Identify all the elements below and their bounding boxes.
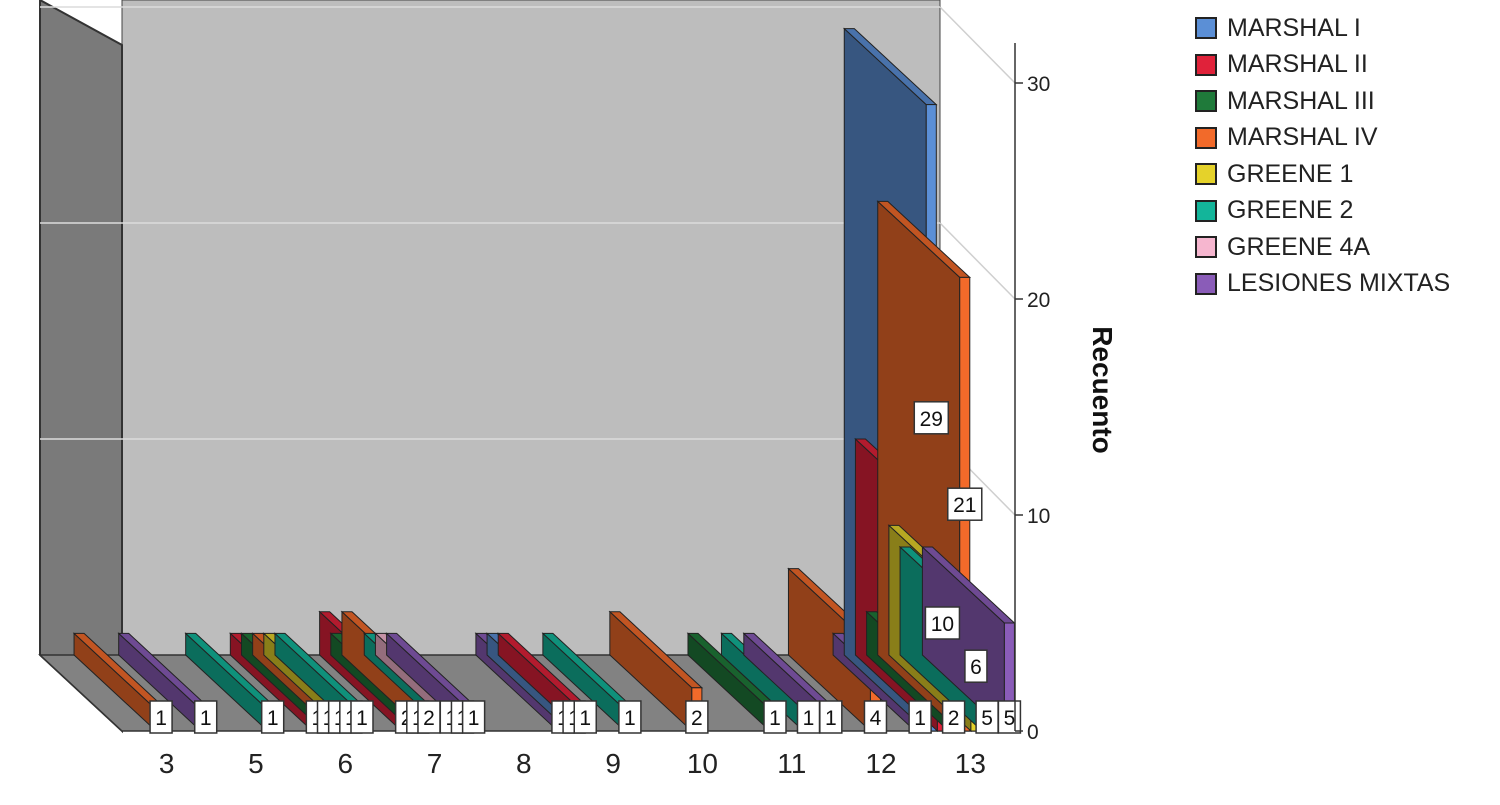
legend-item: MARSHAL I: [1195, 10, 1450, 47]
legend-item: GREENE 1: [1195, 156, 1450, 193]
data-label: 1: [200, 707, 212, 730]
data-label-box: [260, 700, 285, 734]
legend-label: GREENE 2: [1227, 196, 1354, 225]
legend-label: GREENE 1: [1227, 159, 1354, 188]
legend-swatch: [1195, 272, 1217, 295]
data-label-box: [941, 700, 966, 734]
y-axis-title: Recuento: [1087, 326, 1118, 454]
data-label-box: [618, 700, 642, 734]
data-label: 1: [155, 707, 167, 730]
gridline-diagonal: [939, 222, 1016, 300]
data-label: 1: [624, 707, 636, 730]
legend-item: MARSHAL IV: [1195, 120, 1450, 157]
data-label-box: [924, 606, 961, 640]
data-label-box: [819, 700, 843, 734]
legend-item: MARSHAL III: [1195, 83, 1450, 120]
back-wall: [121, 0, 941, 656]
y-tick-label: 30: [1027, 73, 1050, 96]
side-wall: [39, 0, 123, 734]
legend-swatch: [1195, 163, 1217, 186]
legend-swatch: [1195, 126, 1217, 149]
data-label: 21: [953, 494, 976, 517]
data-label: 1: [803, 707, 815, 730]
data-label: 1: [825, 707, 837, 730]
data-label: 1: [267, 707, 279, 730]
legend-swatch: [1195, 53, 1217, 76]
data-label: 1: [914, 707, 926, 730]
data-label: 4: [870, 707, 882, 730]
data-label-box: [913, 401, 950, 435]
data-label-box: [193, 700, 218, 734]
data-label-box: [350, 700, 374, 734]
x-tick-label: 3: [159, 748, 175, 779]
legend-swatch: [1195, 199, 1217, 222]
data-label: 5: [1004, 707, 1016, 730]
legend-label: GREENE 4A: [1227, 232, 1371, 261]
legend-label: MARSHAL IV: [1227, 123, 1378, 152]
data-label-box: [964, 649, 988, 683]
data-label: 2: [948, 707, 960, 730]
x-tick-label: 5: [248, 748, 264, 779]
chart-gridlines: [40, 6, 1016, 732]
x-tick-label: 10: [687, 748, 718, 779]
legend-label: MARSHAL III: [1227, 86, 1375, 115]
x-tick-label: 13: [955, 748, 986, 779]
legend-label: LESIONES MIXTAS: [1227, 269, 1451, 298]
chart-data-labels: 1111111121211111112111412910221655: [149, 401, 1022, 734]
legend-label: MARSHAL II: [1227, 50, 1368, 79]
data-label-box: [461, 700, 486, 734]
chart-legend: MARSHAL I MARSHAL II MARSHAL III MARSHAL IV…: [1195, 10, 1450, 302]
y-tick-label: 10: [1027, 505, 1050, 528]
x-tick-label: 11: [777, 748, 806, 779]
data-label-box: [685, 700, 709, 734]
x-tick-label: 7: [427, 748, 443, 779]
x-tick-label: 12: [865, 748, 896, 779]
x-tick-label: 6: [337, 748, 353, 779]
data-label-box: [763, 700, 787, 734]
data-label: 1: [468, 707, 480, 730]
legend-swatch: [1195, 17, 1217, 40]
data-label: 1: [356, 707, 368, 730]
data-label: 10: [931, 613, 954, 636]
y-tick-label: 20: [1027, 289, 1050, 312]
x-tick-label: 9: [605, 748, 621, 779]
data-label: 1: [579, 707, 591, 730]
x-tick-label: 8: [516, 748, 532, 779]
data-label: 29: [920, 408, 943, 431]
legend-item: LESIONES MIXTAS: [1195, 266, 1450, 303]
legend-item: MARSHAL II: [1195, 47, 1450, 84]
data-label-box: [573, 700, 597, 734]
y-tick-label: 0: [1027, 721, 1039, 744]
legend-item: GREENE 4A: [1195, 229, 1450, 266]
legend-swatch: [1195, 236, 1217, 259]
legend-item: GREENE 2: [1195, 193, 1450, 230]
data-label: 2: [691, 707, 703, 730]
legend-swatch: [1195, 90, 1217, 113]
gridline-diagonal: [939, 6, 1016, 84]
data-label: 2: [423, 707, 435, 730]
data-label-box: [149, 700, 173, 734]
data-label: 5: [981, 707, 993, 730]
data-label-box: [947, 487, 983, 521]
data-label: 1: [769, 707, 781, 730]
data-label: 6: [970, 656, 982, 679]
data-label-box: [908, 700, 932, 734]
legend-label: MARSHAL I: [1227, 13, 1361, 42]
data-label-box: [863, 700, 888, 734]
